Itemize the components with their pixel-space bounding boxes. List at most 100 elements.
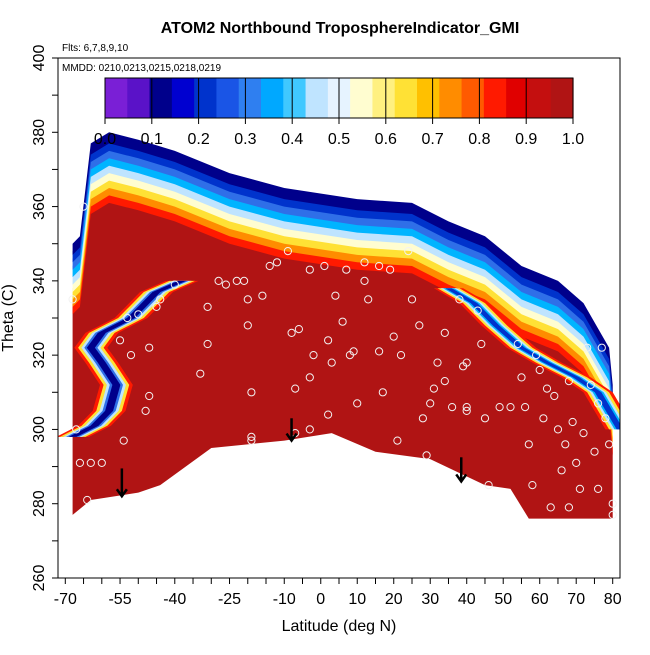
x-tick-label: 20: [385, 591, 403, 608]
observation-point: [324, 336, 333, 345]
observation-point: [557, 466, 566, 475]
observation-point: [294, 325, 303, 334]
observation-point: [360, 258, 369, 267]
colorbar-swatch: [550, 78, 574, 118]
observation-point: [134, 310, 143, 319]
colorbar-tick-label: 0.6: [375, 131, 397, 148]
observation-point: [305, 425, 314, 434]
chart-title: ATOM2 Northbound TroposphereIndicator_GM…: [161, 20, 520, 37]
colorbar-swatch: [238, 78, 262, 118]
observation-point: [583, 343, 592, 352]
y-tick-label: 340: [31, 267, 48, 294]
observation-point: [608, 510, 617, 520]
y-tick-label: 380: [31, 119, 48, 146]
observation-point: [145, 343, 154, 352]
observation-point: [203, 339, 212, 349]
observation-point: [342, 265, 351, 274]
observation-point: [546, 503, 555, 512]
observation-point: [247, 436, 256, 445]
north-intrusion-1: [437, 288, 620, 430]
colorbar-swatch: [372, 78, 396, 118]
colorbar-swatch: [483, 78, 507, 118]
x-tick-label: -70: [54, 591, 77, 608]
colorbar-swatch: [194, 78, 218, 118]
x-tick-label: 60: [531, 591, 549, 608]
dates-note: MMDD: 0210,0213,0215,0218,0219: [62, 63, 221, 74]
observation-point: [378, 388, 387, 397]
observation-point: [542, 384, 552, 393]
observation-point: [473, 306, 482, 315]
profile-arrowhead-1: [285, 432, 298, 443]
observation-point: [404, 247, 413, 256]
colorbar-swatch: [439, 78, 463, 118]
observation-point: [594, 484, 603, 493]
observation-point: [433, 358, 442, 367]
observation-point: [72, 425, 81, 434]
observation-point: [601, 414, 610, 423]
observation-point: [462, 403, 471, 412]
colorbar-tick-label: 0.8: [468, 131, 490, 148]
observation-point: [126, 351, 136, 360]
y-tick-label: 300: [31, 416, 48, 443]
observation-point: [535, 365, 544, 375]
north-intrusion-0: [433, 288, 620, 430]
observation-point: [579, 429, 588, 438]
y-tick-label: 360: [31, 193, 48, 220]
colorbar-tick-label: 0.2: [187, 131, 209, 148]
observation-point: [528, 481, 537, 490]
colorbar-swatch: [417, 78, 440, 118]
colorbar-swatch: [528, 78, 552, 118]
colorbar-swatch: [171, 78, 195, 118]
observation-point: [305, 265, 314, 274]
y-tick-label: 400: [31, 45, 48, 72]
observation-point: [389, 332, 398, 341]
observation-points: [68, 202, 617, 520]
x-tick-label: 50: [494, 591, 512, 608]
observation-point: [353, 399, 362, 408]
observation-point: [517, 373, 526, 382]
observation-point: [243, 321, 252, 330]
observation-point: [608, 499, 617, 508]
observation-point: [484, 481, 493, 490]
x-tick-label: -10: [273, 591, 296, 608]
observation-point: [240, 276, 249, 285]
colorbar-tick-label: 0.5: [328, 131, 350, 148]
observation-point: [407, 295, 417, 304]
observation-point: [550, 391, 559, 401]
observation-point: [156, 295, 165, 304]
observation-point: [283, 247, 292, 256]
observation-point: [79, 202, 88, 211]
observation-point: [258, 291, 267, 300]
observation-point: [86, 458, 95, 467]
colorbar-tick-label: 0.3: [234, 131, 256, 148]
observation-point: [83, 495, 92, 505]
x-tick-label: -55: [108, 591, 131, 608]
observation-point: [305, 373, 314, 382]
observation-point: [338, 317, 347, 326]
colorbar-swatch: [149, 78, 173, 118]
colorbar-swatch: [105, 78, 128, 118]
observation-point: [349, 347, 358, 356]
observation-point: [115, 336, 125, 345]
colorbar-tick-label: 0.7: [421, 131, 443, 148]
y-axis-label: Theta (C): [0, 284, 17, 352]
observation-point: [327, 358, 336, 367]
y-tick-label: 320: [31, 342, 48, 369]
observation-point: [119, 436, 128, 445]
colorbar-tick-label: 0.9: [515, 131, 537, 148]
colorbar-tick-label: 0.4: [281, 131, 303, 148]
observation-point: [597, 343, 606, 352]
observation-point: [564, 503, 574, 512]
colorbar-swatch: [216, 78, 240, 118]
observation-point: [594, 399, 603, 408]
flights-note: Flts: 6,7,8,9,10: [62, 43, 129, 54]
profile-arrowhead-0: [115, 488, 128, 499]
observation-point: [291, 384, 300, 393]
colorbar-swatch: [127, 78, 151, 118]
colorbar-swatch: [394, 78, 418, 118]
south-intrusion-2: [63, 280, 192, 437]
observation-point: [196, 369, 205, 378]
observation-point: [418, 414, 427, 423]
observation-point: [539, 414, 548, 423]
